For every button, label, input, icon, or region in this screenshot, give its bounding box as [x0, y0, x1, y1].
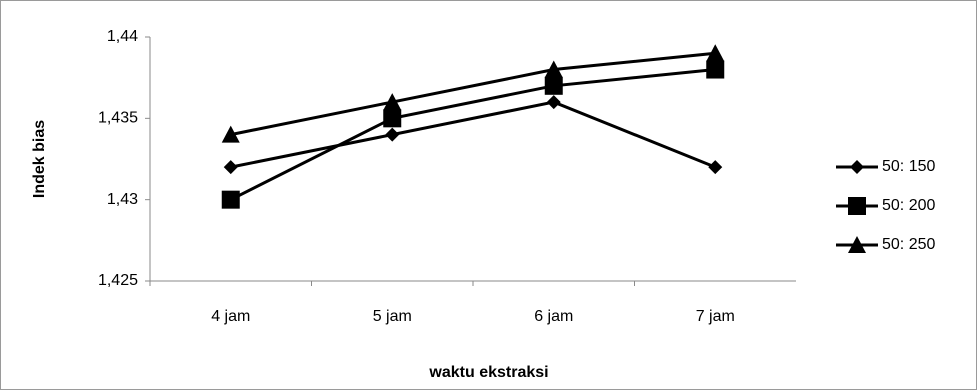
data-point	[544, 60, 563, 78]
data-point	[546, 95, 561, 110]
y-tick-label: 1,44	[107, 28, 138, 45]
legend-marker	[848, 197, 866, 215]
legend-marker	[850, 160, 864, 174]
data-point	[221, 190, 240, 209]
data-point	[544, 76, 563, 95]
series-line	[230, 100, 716, 169]
x-tick-label: 7 jam	[696, 308, 735, 325]
legend-label: 50: 200	[882, 197, 935, 214]
legend-label: 50: 250	[882, 236, 935, 253]
y-tick-label: 1,43	[107, 191, 138, 208]
data-point	[221, 125, 240, 143]
y-tick-label: 1,425	[98, 272, 138, 289]
data-point	[385, 127, 400, 142]
legend-label: 50: 150	[882, 158, 935, 175]
x-tick-label: 4 jam	[211, 308, 250, 325]
y-axis-label: Indek bias	[31, 120, 48, 198]
data-point	[706, 44, 725, 62]
x-tick-label: 5 jam	[373, 308, 412, 325]
data-point	[383, 109, 402, 128]
data-point	[383, 93, 402, 111]
data-point	[223, 160, 238, 175]
data-point	[706, 60, 725, 79]
x-tick-label: 6 jam	[534, 308, 573, 325]
legend-marker	[848, 236, 866, 253]
y-tick-label: 1,435	[98, 110, 138, 127]
x-axis-label: waktu ekstraksi	[428, 364, 548, 381]
series-line	[230, 68, 716, 202]
series-line	[230, 51, 716, 137]
data-point	[708, 160, 723, 175]
